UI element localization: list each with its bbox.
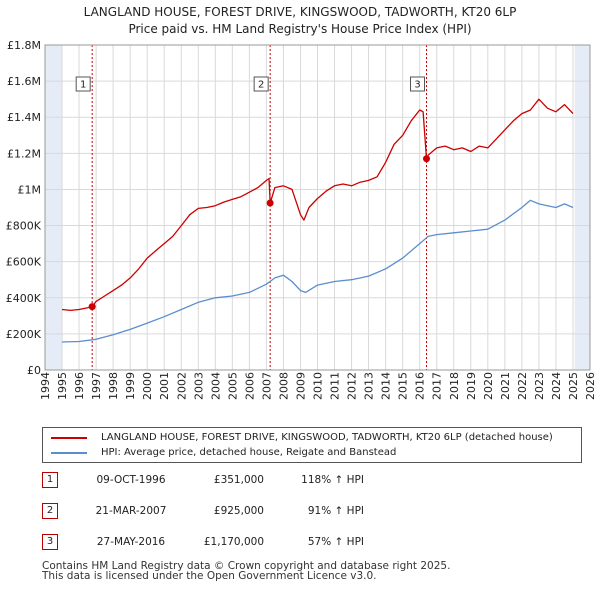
legend-swatch-property	[51, 436, 87, 439]
chart-title-line2: Price paid vs. HM Land Registry's House …	[128, 22, 472, 36]
x-tick-label: 2019	[465, 372, 478, 400]
price-chart: 1 2 3 £0 £200K £400K £600K £800K £1M £1.2M £1.4M £1…	[6, 39, 597, 400]
transaction-number-badge: 1	[42, 472, 58, 488]
footer-line1: Contains HM Land Registry data © Crown c…	[42, 560, 451, 572]
x-tick-label: 2016	[414, 372, 427, 400]
transaction-price: £1,170,000	[203, 536, 264, 548]
transaction-hpi-change: 91% ↑ HPI	[307, 505, 364, 517]
y-tick-label: £1.6M	[7, 75, 41, 88]
transaction-label-box	[253, 76, 269, 92]
x-tick-label: 2008	[277, 372, 290, 400]
x-tick-label: 2026	[584, 372, 597, 400]
x-tick-label: 2009	[294, 372, 307, 400]
hpi-series-line	[61, 199, 574, 343]
transaction-label: 1	[80, 80, 86, 91]
shaded-range	[574, 45, 590, 370]
y-tick-label: £0	[27, 364, 41, 377]
legend-item-property: LANGLAND HOUSE, FOREST DRIVE, KINGSWOOD,…	[51, 430, 553, 445]
x-tick-label: 1996	[73, 372, 86, 400]
transaction-label: 2	[258, 80, 264, 91]
y-tick-label: £400K	[6, 292, 42, 305]
x-tick-label: 1994	[39, 372, 52, 400]
x-tick-label: 2015	[397, 372, 410, 400]
x-tick-label: 2001	[158, 372, 171, 400]
x-tick-label: 2000	[141, 372, 154, 400]
x-tick-label: 2013	[363, 372, 376, 400]
x-tick-label: 1995	[56, 372, 69, 400]
x-tick-label: 2025	[567, 372, 580, 400]
transaction-label: 3	[414, 80, 420, 91]
y-tick-label: £1.8M	[7, 39, 41, 52]
plot-frame	[44, 44, 591, 371]
x-tick-label: 2020	[482, 372, 495, 400]
transaction-date: 21-MAR-2007	[95, 505, 167, 517]
x-tick-label: 2003	[192, 372, 205, 400]
y-tick-label: £1.2M	[7, 147, 41, 160]
legend-item-hpi: HPI: Average price, detached house, Reig…	[51, 445, 396, 460]
x-tick-label: 2021	[499, 372, 512, 400]
x-tick-label: 2011	[329, 372, 342, 400]
x-tick-label: 2010	[312, 372, 325, 400]
transaction-point	[88, 303, 96, 311]
transaction-date: 09-OCT-1996	[96, 474, 166, 486]
x-tick-label: 2018	[448, 372, 461, 400]
transaction-hpi-change: 118% ↑ HPI	[301, 474, 364, 486]
transaction-number-badge: 3	[42, 534, 58, 550]
transaction-date: 27-MAY-2016	[96, 536, 166, 548]
x-tick-label: 2004	[209, 372, 222, 400]
x-tick-label: 2002	[175, 372, 188, 400]
table-row: 2 21-MAR-2007 £925,000 91% ↑ HPI	[42, 503, 442, 521]
legend-label-property: LANGLAND HOUSE, FOREST DRIVE, KINGSWOOD,…	[101, 432, 553, 443]
table-row: 1 09-OCT-1996 £351,000 118% ↑ HPI	[42, 472, 442, 490]
x-tick-label: 2007	[260, 372, 273, 400]
table-row: 3 27-MAY-2016 £1,170,000 57% ↑ HPI	[42, 534, 442, 552]
transaction-price: £351,000	[213, 474, 264, 486]
x-tick-label: 2022	[516, 372, 529, 400]
transaction-hpi-change: 57% ↑ HPI	[307, 536, 364, 548]
y-tick-label: £1.4M	[7, 111, 41, 124]
x-tick-label: 2017	[431, 372, 444, 400]
transaction-price: £925,000	[213, 505, 264, 517]
property-series-line	[61, 98, 574, 312]
x-tick-label: 2006	[243, 372, 256, 400]
footer-line2: This data is licensed under the Open Gov…	[42, 570, 377, 582]
transaction-number-badge: 2	[42, 503, 58, 519]
transaction-label-box	[410, 76, 425, 92]
y-tick-label: £1M	[18, 183, 42, 196]
legend-swatch-hpi	[51, 451, 87, 454]
x-tick-label: 2014	[380, 372, 393, 400]
transaction-point	[266, 199, 274, 207]
y-tick-label: £600K	[6, 256, 42, 269]
shaded-range	[45, 45, 63, 370]
y-tick-label: £200K	[6, 328, 42, 341]
legend-label-hpi: HPI: Average price, detached house, Reig…	[101, 447, 397, 458]
chart-title-line1: LANGLAND HOUSE, FOREST DRIVE, KINGSWOOD,…	[83, 5, 517, 19]
x-tick-label: 2012	[346, 372, 359, 400]
x-tick-label: 1998	[107, 372, 120, 400]
x-tick-label: 2023	[533, 372, 546, 400]
x-tick-label: 2005	[226, 372, 239, 400]
x-tick-label: 1999	[124, 372, 137, 400]
footer-attribution: Contains HM Land Registry data © Crown c…	[42, 560, 451, 582]
x-tick-label: 2024	[550, 372, 563, 400]
y-tick-label: £800K	[6, 220, 42, 233]
transaction-label-box	[75, 76, 91, 92]
chart-legend: LANGLAND HOUSE, FOREST DRIVE, KINGSWOOD,…	[42, 427, 582, 463]
x-tick-label: 1997	[90, 372, 103, 400]
transaction-point	[423, 155, 430, 163]
